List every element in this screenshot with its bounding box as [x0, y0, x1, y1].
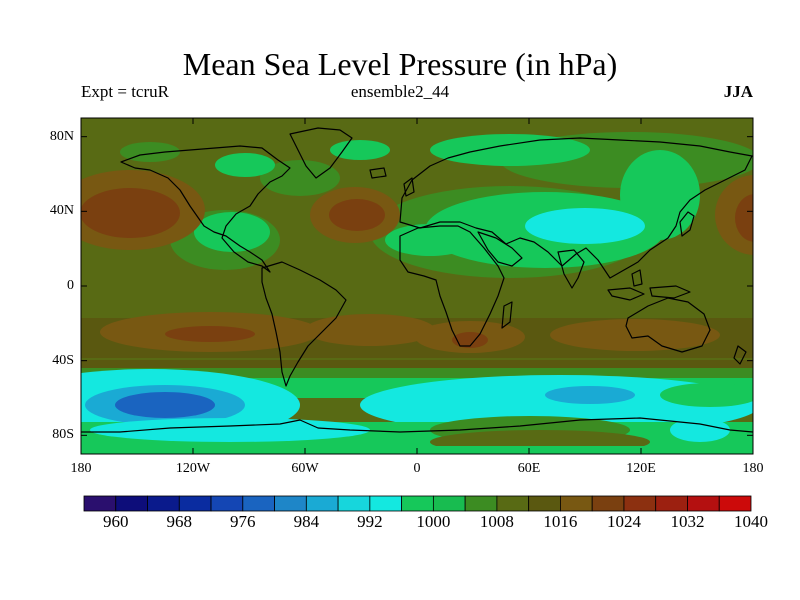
colorbar-swatch	[591, 495, 625, 512]
y-tick-label: 0	[67, 278, 74, 293]
colorbar-swatch	[655, 495, 688, 512]
colorbar-swatch	[115, 495, 148, 512]
colorbar-swatch	[147, 495, 180, 512]
y-tick-label: 40S	[52, 352, 74, 368]
colorbar-swatch	[305, 495, 339, 512]
colorbar-swatch	[528, 495, 561, 512]
season-label: JJA	[723, 82, 753, 101]
y-tick-label: 80N	[49, 128, 74, 144]
colorbar-label: 1008	[479, 512, 514, 531]
colorbar-swatch	[496, 495, 530, 512]
chart-title: Mean Sea Level Pressure (in hPa)	[182, 46, 618, 82]
x-tick-label: 60W	[291, 461, 319, 476]
colorbar-label: 976	[230, 512, 256, 531]
colorbar-label: 1040	[734, 512, 768, 531]
colorbar-label: 984	[293, 512, 320, 531]
x-tick-label: 180	[742, 461, 764, 476]
colorbar-label: 1000	[416, 512, 451, 531]
colorbar-swatch	[401, 495, 434, 512]
colorbar-label: 992	[357, 512, 383, 531]
x-tick-label: 120E	[626, 461, 656, 476]
colorbar-label: 960	[103, 512, 129, 531]
colorbar-swatch	[432, 495, 466, 512]
colorbar-swatch	[623, 495, 657, 512]
colorbar-swatch	[178, 495, 212, 512]
y-tick-label: 40N	[49, 203, 74, 219]
colorbar-swatch	[687, 495, 720, 512]
experiment-label: Expt = tcruR	[81, 82, 169, 101]
colorbar-swatch	[369, 495, 403, 512]
colorbar-swatch	[210, 495, 244, 512]
y-tick-label: 80S	[52, 427, 74, 443]
pressure-field	[81, 118, 753, 454]
ensemble-label: ensemble2_44	[350, 82, 450, 101]
colorbar-label: 1016	[543, 512, 578, 531]
colorbar-swatch	[83, 495, 117, 512]
axis-ticks	[80, 118, 754, 454]
colorbar-label: 1024	[606, 512, 641, 531]
colorbar-label: 968	[166, 512, 193, 531]
colorbar-swatch	[274, 495, 307, 512]
x-tick-label: 0	[413, 461, 421, 476]
colorbar-swatch	[337, 495, 371, 512]
colorbar-swatch	[242, 495, 275, 512]
colorbar-swatch	[718, 495, 752, 512]
colorbar-swatch	[560, 495, 593, 512]
coastlines	[81, 127, 753, 433]
x-tick-label: 120W	[175, 461, 211, 476]
x-tick-label: 60E	[517, 461, 541, 476]
colorbar-swatch	[464, 495, 498, 512]
x-tick-label: 180	[70, 461, 92, 476]
colorbar-label: 1032	[670, 512, 705, 531]
